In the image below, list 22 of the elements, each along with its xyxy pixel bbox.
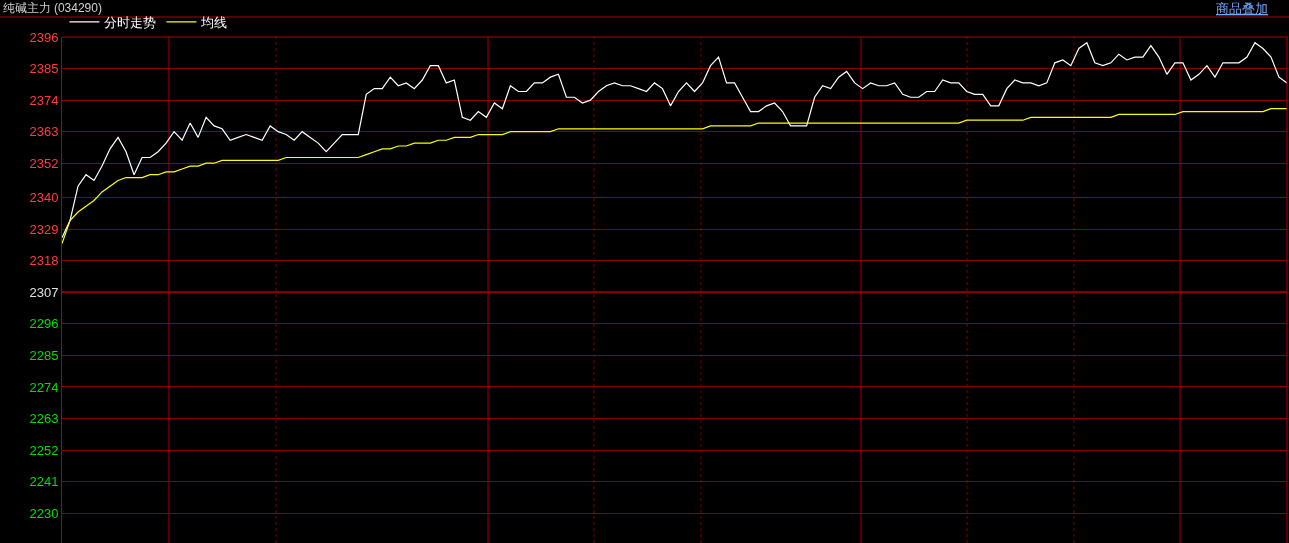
chart-title: 纯碱主力 (034290) xyxy=(2,1,102,16)
y-tick-label: 2263 xyxy=(29,411,59,427)
y-tick-label: 2396 xyxy=(29,29,59,45)
y-tick-label: 2307 xyxy=(29,284,59,300)
y-tick-label: 2329 xyxy=(29,221,59,237)
line-series xyxy=(62,42,1287,239)
y-tick-label: 2318 xyxy=(29,253,59,269)
y-tick-label: 2385 xyxy=(29,61,59,77)
line-series xyxy=(62,108,1287,245)
legend-label: 均线 xyxy=(200,15,228,31)
legend-label: 分时走势 xyxy=(104,15,157,31)
text: 商品叠加 xyxy=(1216,1,1268,16)
y-tick-label: 2374 xyxy=(29,92,59,108)
y-tick-label: 2352 xyxy=(29,155,59,171)
y-tick-label: 2340 xyxy=(29,190,59,206)
y-tick-label: 2252 xyxy=(29,442,59,458)
y-tick-label: 2230 xyxy=(29,505,59,521)
y-tick-label: 2241 xyxy=(29,474,59,490)
y-tick-label: 2285 xyxy=(29,347,59,363)
y-tick-label: 2274 xyxy=(29,379,59,395)
y-tick-label: 2363 xyxy=(29,124,59,140)
y-tick-label: 2296 xyxy=(29,316,59,332)
